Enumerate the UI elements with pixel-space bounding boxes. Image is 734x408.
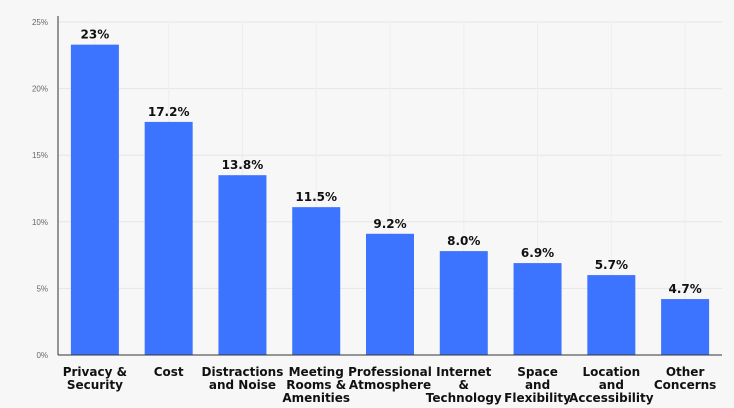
- x-tick-label: Location and Accessibility: [569, 365, 654, 405]
- bar: [439, 251, 488, 355]
- data-label: 23%: [81, 28, 110, 42]
- y-tick-label: 10%: [32, 218, 48, 227]
- data-label: 13.8%: [222, 158, 264, 172]
- x-tick-label: Meeting Rooms & Amenities: [282, 365, 350, 405]
- data-label: 8.0%: [447, 234, 480, 248]
- bar: [366, 233, 414, 355]
- labels-layer: 23% Privacy & Security 17.2% Cost 13.8% Distra…: [63, 28, 717, 405]
- data-label: 4.7%: [668, 282, 701, 296]
- x-tick-label: Cost: [154, 365, 184, 379]
- y-tick-label: 20%: [32, 85, 48, 94]
- x-tick-label: Privacy & Security: [63, 365, 127, 392]
- y-tick-label: 5%: [36, 284, 48, 293]
- data-label: 11.5%: [295, 190, 337, 204]
- y-tick-label: 15%: [32, 151, 48, 160]
- bar: [70, 44, 119, 355]
- bar: [587, 275, 636, 355]
- bars-layer: [70, 44, 710, 356]
- y-tick-label: 0%: [36, 351, 48, 360]
- bar: [292, 207, 341, 355]
- data-label: 9.2%: [373, 217, 406, 231]
- data-label: 5.7%: [595, 258, 628, 272]
- bar: [661, 299, 710, 355]
- data-label: 17.2%: [148, 105, 190, 119]
- bar: [144, 121, 193, 356]
- bar: [218, 175, 267, 355]
- axis-layer: 0% 5% 10% 15% 20% 25%: [32, 16, 722, 360]
- x-tick-label: Other Concerns: [654, 365, 716, 392]
- x-tick-label: Professional Atmosphere: [348, 365, 432, 392]
- x-tick-label: Distractions and Noise: [202, 365, 284, 392]
- y-tick-label: 25%: [32, 18, 48, 27]
- data-label: 6.9%: [521, 246, 554, 260]
- x-tick-label: Space and Flexibility: [504, 365, 571, 405]
- bar: [513, 263, 562, 355]
- x-tick-label: Internet & Technology: [426, 365, 502, 405]
